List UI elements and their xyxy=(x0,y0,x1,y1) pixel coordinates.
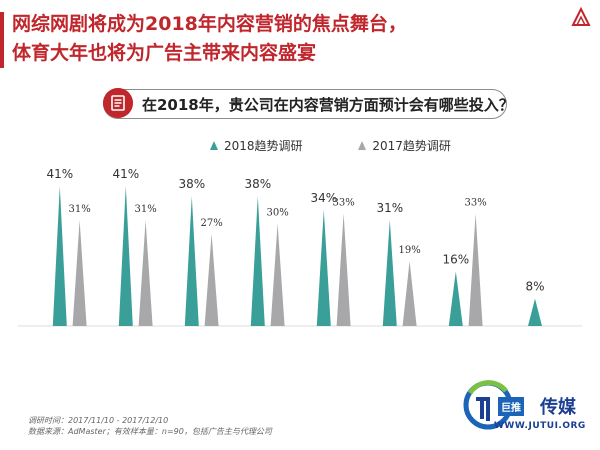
bar-2017-4 xyxy=(270,223,285,326)
brand-watermark: 巨推 传媒 WWW.JUTUI.ORG xyxy=(458,377,598,441)
footnote-data-source: 数据来源：AdMaster；有效样本量：n=90，包括广告主与代理公司 xyxy=(28,427,272,436)
legend-label-2017: 2017趋势调研 xyxy=(372,139,451,153)
brand-badge: 巨推 xyxy=(498,397,524,416)
footnote-survey-period: 调研时间：2017/11/10 - 2017/12/10 xyxy=(28,416,169,425)
bar-2018-5 xyxy=(316,209,331,326)
question-text: 在2018年，贵公司在内容营销方面预计会有哪些投入？ xyxy=(142,96,514,114)
footnote: 调研时间：2017/11/10 - 2017/12/10 数据来源：AdMast… xyxy=(28,415,272,437)
page-title: 网综网剧将成为2018年内容营销的焦点舞台， 体育大年也将为广告主带来内容盛宴 xyxy=(12,10,552,68)
page-title-line-2: 体育大年也将为广告主带来内容盛宴 xyxy=(12,42,317,64)
data-label-2017-5: 33% xyxy=(332,197,354,208)
title-accent-bar xyxy=(0,12,4,68)
data-label-2017-1: 31% xyxy=(68,204,90,215)
bar-2017-6 xyxy=(402,261,417,326)
legend-swatch-2017 xyxy=(358,141,367,150)
data-label-2018-8: 8% xyxy=(525,280,544,294)
brand-url: WWW.JUTUI.ORG xyxy=(494,421,586,431)
legend-item-2018: 2018趋势调研 xyxy=(210,137,303,154)
data-label-2018-3: 38% xyxy=(178,177,205,191)
legend-item-2017: 2017趋势调研 xyxy=(358,137,451,154)
brand-name: 传媒 xyxy=(540,397,576,418)
data-label-2018-4: 38% xyxy=(244,177,271,191)
bar-2017-7 xyxy=(468,213,483,326)
question-box: 在2018年，贵公司在内容营销方面预计会有哪些投入？ xyxy=(103,88,514,119)
legend-swatch-2018 xyxy=(210,141,218,150)
bar-2018-4 xyxy=(250,196,265,326)
data-label-2018-5: 34% xyxy=(310,191,337,205)
chart-legend: 2018趋势调研 2017趋势调研 xyxy=(210,137,503,154)
bar-2018-7 xyxy=(448,271,463,326)
bar-2018-2 xyxy=(118,186,133,326)
data-label-2017-7: 33% xyxy=(464,197,486,208)
page-title-line-1: 网综网剧将成为2018年内容营销的焦点舞台， xyxy=(12,13,407,35)
data-label-2018-6: 31% xyxy=(376,201,403,215)
data-label-2018-7: 16% xyxy=(442,252,469,266)
data-label-2017-3: 27% xyxy=(200,218,222,229)
bar-2018-8 xyxy=(528,298,542,326)
data-label-2017-4: 30% xyxy=(266,208,288,219)
corner-logo-icon xyxy=(571,6,591,26)
bar-2018-1 xyxy=(52,186,67,326)
legend-label-2018: 2018趋势调研 xyxy=(224,139,303,153)
data-label-2017-2: 31% xyxy=(134,204,156,215)
bar-2018-6 xyxy=(382,220,397,326)
data-label-2018-2: 41% xyxy=(112,167,139,181)
bar-2018-3 xyxy=(184,196,199,326)
document-icon xyxy=(103,88,133,118)
data-label-2017-6: 19% xyxy=(398,245,420,256)
bar-2017-1 xyxy=(72,220,87,326)
bar-2017-3 xyxy=(204,233,219,326)
bar-2017-5 xyxy=(336,213,351,326)
data-label-2018-1: 41% xyxy=(46,167,73,181)
bar-2017-2 xyxy=(138,220,153,326)
